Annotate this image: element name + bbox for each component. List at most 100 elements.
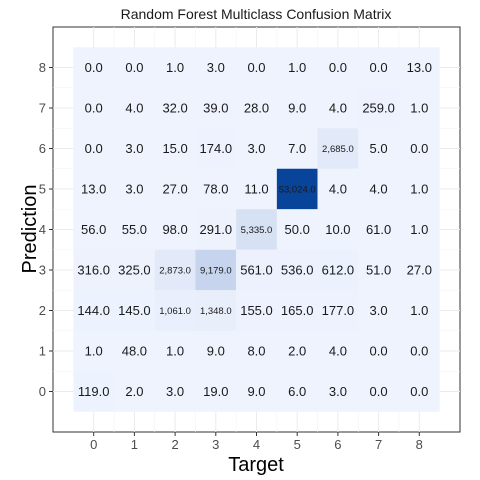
cell-value-label: 0.0 bbox=[410, 141, 428, 156]
cell-value-label: 1.0 bbox=[288, 60, 306, 75]
cell-value-label: 1.0 bbox=[410, 182, 428, 197]
heatmap-cell-pred-3-target-4 bbox=[236, 249, 277, 291]
heatmap-cell-pred-1-target-7 bbox=[358, 330, 399, 372]
cell-value-label: 13.0 bbox=[81, 182, 106, 197]
cell-value-label: 1.0 bbox=[410, 101, 428, 116]
heatmap-cell-pred-2-target-7 bbox=[358, 290, 399, 331]
heatmap-cell-pred-8-target-0 bbox=[73, 47, 115, 88]
cell-value-label: 145.0 bbox=[118, 303, 151, 318]
y-axis-title: Prediction bbox=[19, 185, 41, 274]
cell-value-label: 4.0 bbox=[329, 101, 347, 116]
cell-value-label: 174.0 bbox=[200, 141, 233, 156]
x-tick-label: 3 bbox=[212, 437, 219, 452]
cell-value-label: 0.0 bbox=[329, 60, 347, 75]
heatmap-cell-pred-0-target-4 bbox=[236, 371, 277, 412]
cell-value-label: 3.0 bbox=[247, 141, 265, 156]
cell-value-label: 1,061.0 bbox=[159, 306, 191, 317]
heatmap-cell-pred-3-target-0 bbox=[73, 249, 115, 291]
heatmap-cell-pred-2-target-0 bbox=[73, 290, 115, 331]
cell-value-label: 291.0 bbox=[200, 222, 233, 237]
y-tick-label: 6 bbox=[39, 141, 46, 156]
heatmap-cell-pred-3-target-2 bbox=[154, 249, 196, 291]
cell-value-label: 3.0 bbox=[207, 60, 225, 75]
cell-value-label: 3.0 bbox=[370, 303, 388, 318]
heatmap-cell-pred-1-target-3 bbox=[195, 330, 237, 372]
cell-value-label: 3.0 bbox=[125, 182, 143, 197]
cell-value-label: 32.0 bbox=[162, 101, 187, 116]
cell-value-label: 55.0 bbox=[122, 222, 147, 237]
x-tick-label: 8 bbox=[416, 437, 423, 452]
heatmap-cell-pred-1-target-2 bbox=[154, 330, 196, 372]
cell-value-label: 144.0 bbox=[77, 303, 110, 318]
heatmap-cell-pred-5-target-4 bbox=[236, 168, 277, 210]
heatmap-cell-pred-3-target-7 bbox=[358, 249, 399, 291]
heatmap-cell-pred-5-target-5 bbox=[276, 168, 318, 210]
x-tick-label: 5 bbox=[294, 437, 301, 452]
y-tick-label: 3 bbox=[39, 263, 46, 278]
heatmap-cell-pred-3-target-3 bbox=[195, 249, 237, 291]
heatmap-cell-pred-4-target-5 bbox=[276, 209, 318, 250]
heatmap-cell-pred-4-target-6 bbox=[317, 209, 359, 250]
heatmap-cell-pred-0-target-3 bbox=[195, 371, 237, 412]
cell-value-label: 2.0 bbox=[125, 384, 143, 399]
heatmap-cell-pred-6-target-3 bbox=[195, 128, 237, 169]
heatmap-cell-pred-1-target-8 bbox=[398, 330, 440, 372]
cell-value-label: 3.0 bbox=[329, 384, 347, 399]
heatmap-cell-pred-7-target-2 bbox=[154, 87, 196, 129]
y-tick-label: 1 bbox=[39, 344, 46, 359]
cell-value-label: 61.0 bbox=[366, 222, 391, 237]
heatmap-cell-pred-0-target-6 bbox=[317, 371, 359, 412]
cell-value-label: 1,348.0 bbox=[200, 306, 232, 317]
heatmap-cell-pred-1-target-1 bbox=[114, 330, 155, 372]
heatmap-cell-pred-6-target-4 bbox=[236, 128, 277, 169]
heatmap-cell-pred-8-target-6 bbox=[317, 47, 359, 88]
heatmap-cell-pred-2-target-2 bbox=[154, 290, 196, 331]
heatmap-cell-pred-0-target-1 bbox=[114, 371, 155, 412]
cell-value-label: 98.0 bbox=[162, 222, 187, 237]
heatmap-cell-pred-7-target-5 bbox=[276, 87, 318, 129]
cell-value-label: 51.0 bbox=[366, 263, 391, 278]
heatmap-cell-pred-2-target-6 bbox=[317, 290, 359, 331]
heatmap-cell-pred-6-target-2 bbox=[154, 128, 196, 169]
heatmap-cell-pred-5-target-1 bbox=[114, 168, 155, 210]
heatmap-cell-pred-7-target-0 bbox=[73, 87, 115, 129]
cell-value-label: 3.0 bbox=[166, 384, 184, 399]
heatmap-cell-pred-5-target-0 bbox=[73, 168, 115, 210]
cell-value-label: 1.0 bbox=[410, 303, 428, 318]
cell-value-label: 612.0 bbox=[322, 263, 355, 278]
heatmap-cell-pred-2-target-3 bbox=[195, 290, 237, 331]
heatmap-cell-pred-7-target-8 bbox=[398, 87, 440, 129]
y-tick-label: 2 bbox=[39, 303, 46, 318]
cell-value-label: 48.0 bbox=[122, 344, 147, 359]
heatmap-cell-pred-1-target-6 bbox=[317, 330, 359, 372]
heatmap-cell-pred-4-target-3 bbox=[195, 209, 237, 250]
cell-value-label: 155.0 bbox=[240, 303, 273, 318]
y-tick-label: 7 bbox=[39, 101, 46, 116]
y-tick-label: 4 bbox=[39, 222, 46, 237]
y-axis-ticks: 8 7 6 5 4 3 2 1 0 bbox=[39, 60, 53, 399]
cell-value-label: 13.0 bbox=[407, 60, 432, 75]
chart-title: Random Forest Multiclass Confusion Matri… bbox=[121, 6, 392, 22]
heatmap-cell-pred-4-target-1 bbox=[114, 209, 155, 250]
heatmap-cell-pred-0-target-7 bbox=[358, 371, 399, 412]
y-tick-label: 5 bbox=[39, 182, 46, 197]
x-tick-label: 7 bbox=[375, 437, 382, 452]
cell-value-label: 1.0 bbox=[166, 344, 184, 359]
heatmap-cell-pred-5-target-7 bbox=[358, 168, 399, 210]
heatmap-cell-pred-7-target-1 bbox=[114, 87, 155, 129]
cell-value-label: 53,024.0 bbox=[279, 185, 316, 196]
cell-labels: 0.0 0.0 1.0 3.0 0.0 1.0 0.0 0.0 13.0 0.0 4.0 32.0 39… bbox=[77, 60, 432, 399]
cell-value-label: 165.0 bbox=[281, 303, 314, 318]
cell-value-label: 0.0 bbox=[85, 141, 103, 156]
cell-value-label: 0.0 bbox=[370, 344, 388, 359]
heatmap-cell-pred-1-target-0 bbox=[73, 330, 115, 372]
cell-value-label: 0.0 bbox=[85, 60, 103, 75]
heatmap-cell-pred-5-target-2 bbox=[154, 168, 196, 210]
heatmap-cell-pred-1-target-4 bbox=[236, 330, 277, 372]
cell-value-label: 325.0 bbox=[118, 263, 151, 278]
cell-value-label: 4.0 bbox=[125, 101, 143, 116]
cell-value-label: 0.0 bbox=[125, 60, 143, 75]
cell-value-label: 2,873.0 bbox=[159, 266, 191, 277]
heatmap-cell-pred-4-target-7 bbox=[358, 209, 399, 250]
cell-value-label: 119.0 bbox=[78, 384, 110, 399]
